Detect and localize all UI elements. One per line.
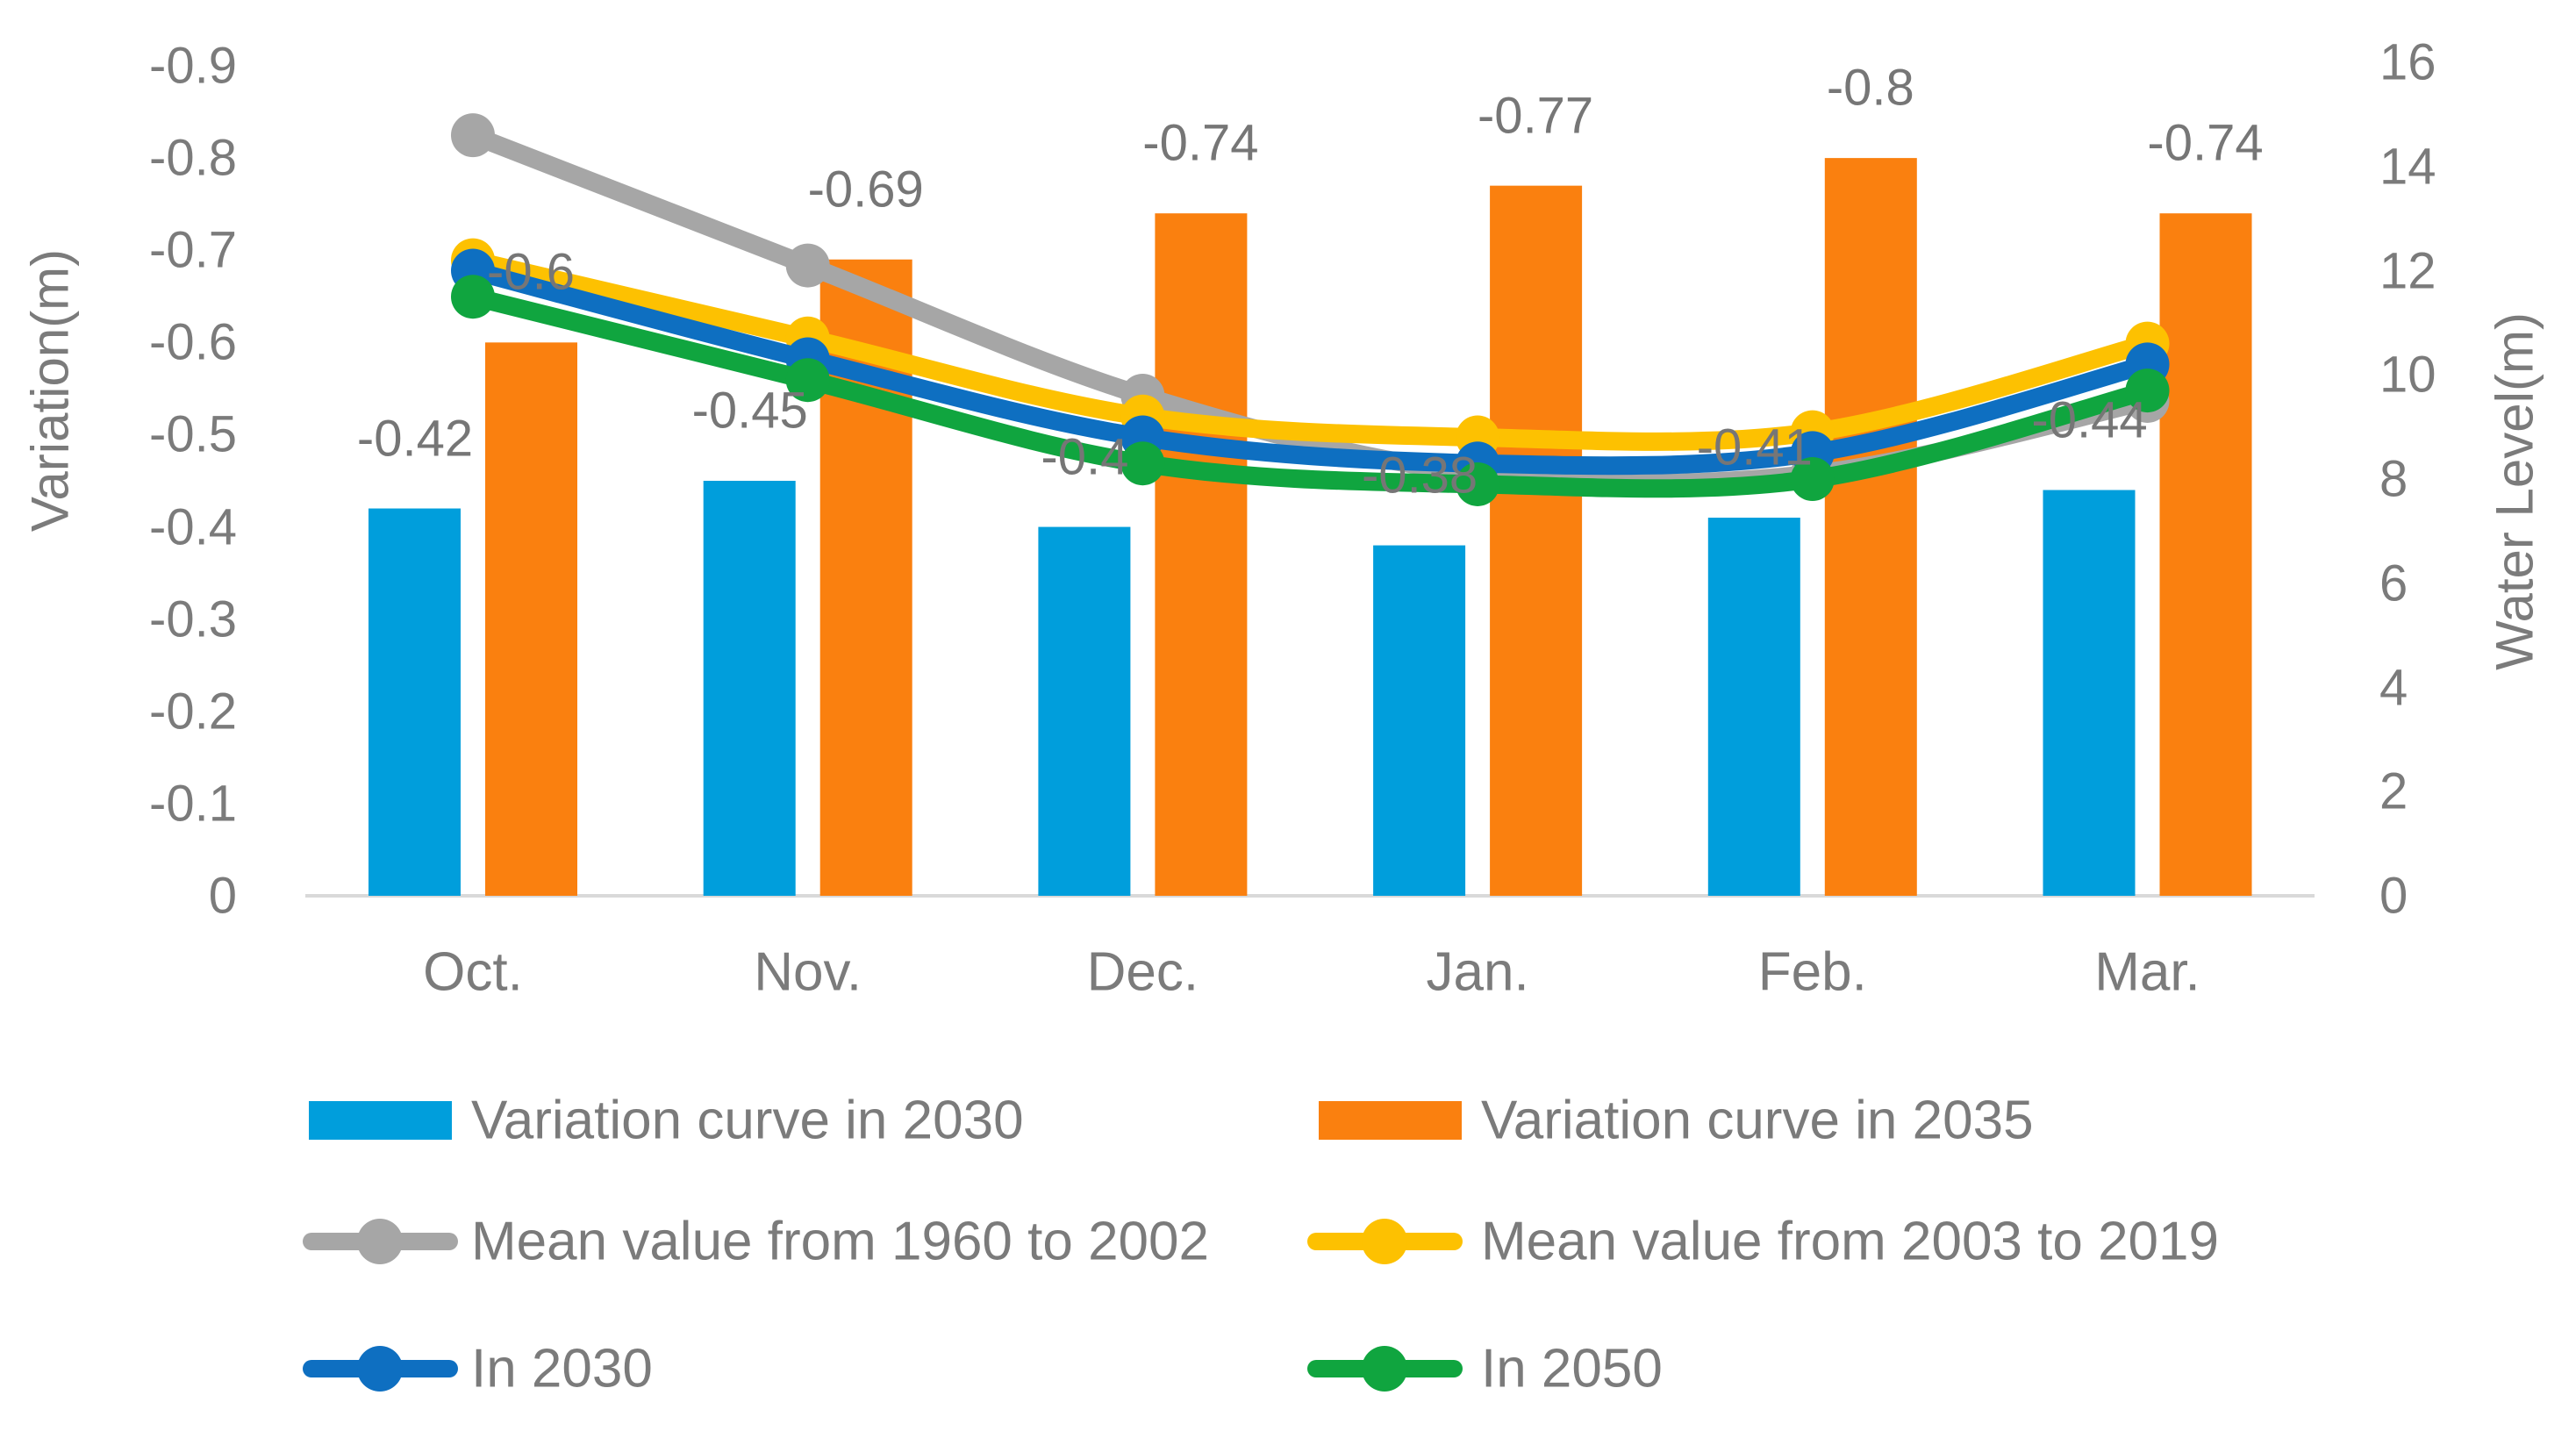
right-tick-4: 4 (2379, 659, 2408, 716)
bar-variation-curve-in-2030-Nov (703, 481, 796, 896)
month-label-Oct: Oct. (423, 941, 523, 1003)
legend-dot-mean-value-from-1960-to-2002 (357, 1219, 403, 1264)
line-mean-value-from-2003-to-2019 (463, 251, 2157, 451)
legend-label-mean-value-from-1960-to-2002: Mean value from 1960 to 2002 (471, 1211, 1209, 1272)
right-tick-6: 6 (2379, 555, 2408, 612)
right-tick-12: 12 (2379, 242, 2436, 299)
left-tick--0.7: -0.7 (149, 221, 237, 279)
bar-variation-curve-in-2030-Jan (1373, 545, 1466, 896)
marker-in-2050-Dec (1120, 441, 1165, 486)
marker-in-2050-Jan (1456, 461, 1500, 506)
left-tick--0.3: -0.3 (149, 590, 237, 648)
data-label-2030-Oct: -0.42 (356, 410, 474, 468)
left-tick-0: 0 (208, 867, 237, 925)
legend-label-mean-value-from-2003-to-2019: Mean value from 2003 to 2019 (1481, 1211, 2219, 1272)
bar-variation-curve-in-2030-Dec (1038, 526, 1131, 896)
left-tick--0.2: -0.2 (149, 683, 237, 741)
bar-variation-curve-in-2035-Feb (1824, 158, 1917, 897)
left-tick--0.5: -0.5 (149, 405, 237, 463)
right-axis-title: Water Level(m) (2485, 312, 2544, 670)
legend-label-in-2030: In 2030 (471, 1338, 653, 1399)
left-axis-title: Variation(m) (20, 248, 80, 533)
month-label-Mar: Mar. (2094, 941, 2200, 1003)
month-label-Jan: Jan. (1426, 941, 1529, 1003)
left-tick--0.1: -0.1 (149, 775, 237, 833)
legend-dot-mean-value-from-2003-to-2019 (1362, 1219, 1407, 1264)
data-label-2035-Oct: -0.6 (487, 243, 575, 301)
data-label-2030-Mar: -0.44 (2031, 391, 2148, 448)
legend-label-in-2050: In 2050 (1481, 1338, 1663, 1399)
right-tick-2: 2 (2379, 762, 2408, 820)
bar-variation-curve-in-2030-Oct (369, 508, 461, 896)
legend-label-variation-curve-in-2035: Variation curve in 2035 (1481, 1090, 2034, 1151)
bar-variation-curve-in-2035-Dec (1155, 213, 1248, 896)
bar-variation-curve-in-2030-Feb (1707, 518, 1800, 896)
month-label-Dec: Dec. (1086, 941, 1199, 1003)
legend-swatch-variation-curve-in-2030 (309, 1101, 452, 1140)
legend-dot-in-2050 (1362, 1346, 1407, 1392)
legend-swatch-variation-curve-in-2035 (1319, 1101, 1462, 1140)
line-in-2030 (463, 261, 2157, 476)
left-tick--0.4: -0.4 (149, 498, 237, 556)
marker-in-2050-Oct (451, 275, 495, 319)
right-tick-14: 14 (2379, 138, 2436, 196)
data-label-2035-Feb: -0.8 (1826, 59, 1914, 117)
marker-mean-value-from-1960-to-2002-Nov (785, 243, 830, 288)
right-tick-8: 8 (2379, 450, 2408, 508)
data-label-2030-Nov: -0.45 (691, 382, 808, 440)
data-label-2035-Mar: -0.74 (2147, 114, 2264, 172)
marker-mean-value-from-1960-to-2002-Oct (451, 113, 495, 158)
bar-variation-curve-in-2035-Jan (1490, 185, 1583, 897)
right-tick-10: 10 (2379, 346, 2436, 404)
bar-variation-curve-in-2030-Mar (2043, 490, 2136, 896)
data-label-2035-Dec: -0.74 (1142, 114, 1259, 172)
bar-variation-curve-in-2035-Oct (485, 342, 577, 896)
right-tick-16: 16 (2379, 33, 2436, 91)
right-tick-0: 0 (2379, 867, 2408, 925)
legend-dot-in-2030 (357, 1346, 403, 1392)
month-label-Nov: Nov. (754, 941, 862, 1003)
legend-label-variation-curve-in-2030: Variation curve in 2030 (471, 1090, 1024, 1151)
data-label-2030-Dec: -0.4 (1041, 428, 1129, 486)
left-tick--0.6: -0.6 (149, 313, 237, 371)
marker-in-2050-Feb (1790, 457, 1835, 501)
marker-in-2050-Nov (785, 358, 830, 403)
line-in-2050 (463, 287, 2157, 498)
month-label-Feb: Feb. (1757, 941, 1867, 1003)
data-label-2030-Jan: -0.38 (1361, 447, 1478, 504)
bar-variation-curve-in-2035-Mar (2159, 213, 2252, 896)
data-label-2035-Jan: -0.77 (1477, 87, 1594, 145)
marker-in-2050-Mar (2125, 368, 2170, 413)
data-label-2030-Feb: -0.41 (1696, 419, 1813, 476)
left-tick--0.8: -0.8 (149, 129, 237, 187)
left-tick--0.9: -0.9 (149, 37, 237, 95)
data-label-2035-Nov: -0.69 (807, 161, 924, 218)
